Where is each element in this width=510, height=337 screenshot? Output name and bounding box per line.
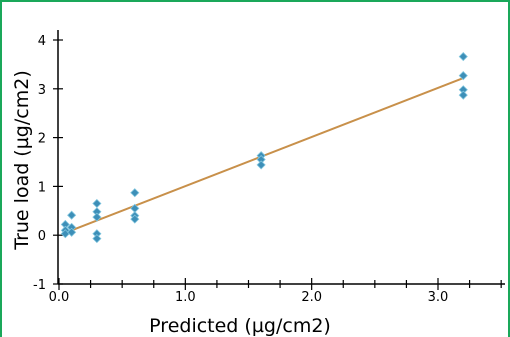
- y-tick-label: 2: [38, 132, 46, 147]
- data-point: [130, 188, 140, 198]
- y-tick-label: -1: [33, 278, 46, 293]
- data-point: [130, 214, 140, 224]
- y-tick-label: 4: [38, 34, 46, 49]
- y-tick-label: 0: [38, 229, 46, 244]
- x-tick-label: 3.0: [428, 290, 449, 305]
- data-points: [60, 52, 468, 244]
- x-axis-title: Predicted (µg/cm2): [149, 315, 331, 337]
- data-point: [256, 160, 266, 170]
- x-tick-label: 2.0: [301, 290, 322, 305]
- x-tick-label: 0.0: [49, 290, 70, 305]
- x-tick-label: 1.0: [175, 290, 196, 305]
- data-point: [67, 210, 77, 220]
- data-point: [92, 212, 102, 222]
- y-tick-labels: -1 0 1 2 3 4: [33, 34, 46, 293]
- data-point: [67, 227, 77, 237]
- fit-line: [71, 77, 464, 232]
- data-point: [458, 52, 468, 62]
- y-tick-label: 1: [38, 180, 46, 195]
- fit-line-group: [71, 77, 464, 232]
- y-tick-label: 3: [38, 83, 46, 98]
- data-point: [458, 71, 468, 81]
- axes: [53, 30, 505, 290]
- x-tick-labels: 0.0 1.0 2.0 3.0: [49, 290, 449, 305]
- data-point: [458, 90, 468, 100]
- data-point: [92, 234, 102, 244]
- data-point: [92, 198, 102, 209]
- y-axis-title: True load (µg/cm2): [11, 70, 33, 250]
